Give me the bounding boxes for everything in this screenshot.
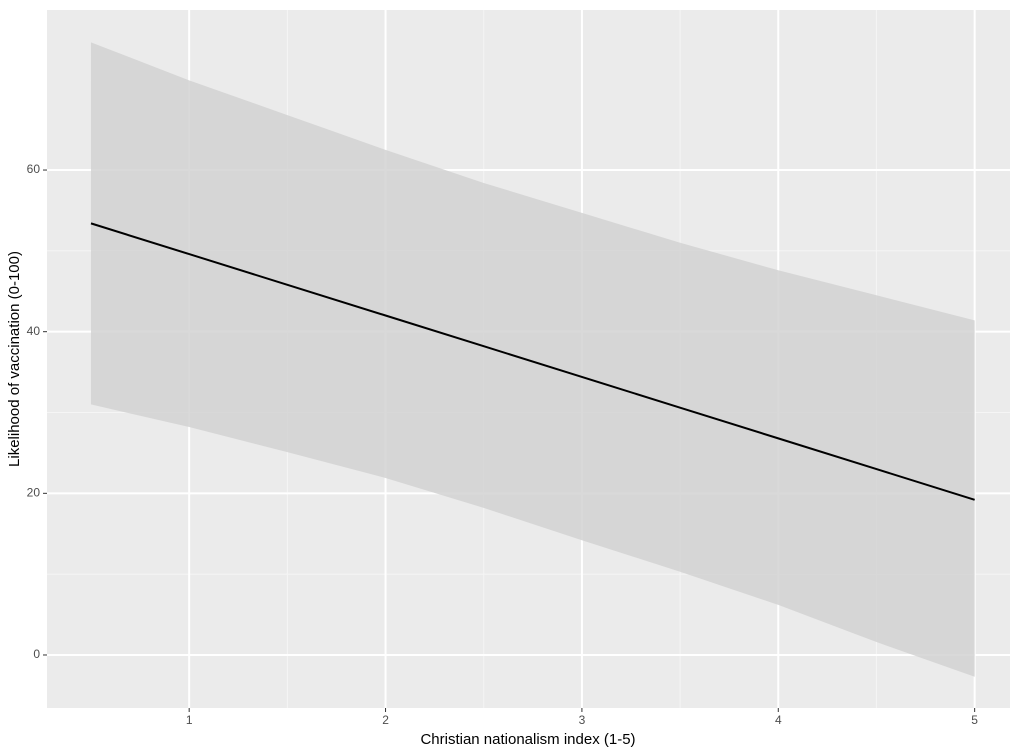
y-tick-label: 0	[33, 647, 40, 661]
x-tick-label: 1	[186, 713, 193, 727]
x-axis-title: Christian nationalism index (1-5)	[420, 731, 635, 748]
axes: 0 20 40 60 1 2 3 4 5	[27, 162, 979, 727]
x-tick-label: 3	[579, 713, 586, 727]
y-tick-label: 60	[27, 162, 41, 176]
x-tick-label: 2	[382, 713, 389, 727]
y-tick-label: 40	[27, 324, 41, 338]
y-tick-label: 20	[27, 486, 41, 500]
confidence-ribbon	[90, 42, 975, 677]
fit-line	[90, 222, 975, 501]
y-axis-title: Likelihood of vaccination (0-100)	[6, 251, 23, 467]
x-tick-label: 4	[775, 713, 782, 727]
x-tick-label: 5	[971, 713, 978, 727]
marks	[90, 42, 975, 677]
